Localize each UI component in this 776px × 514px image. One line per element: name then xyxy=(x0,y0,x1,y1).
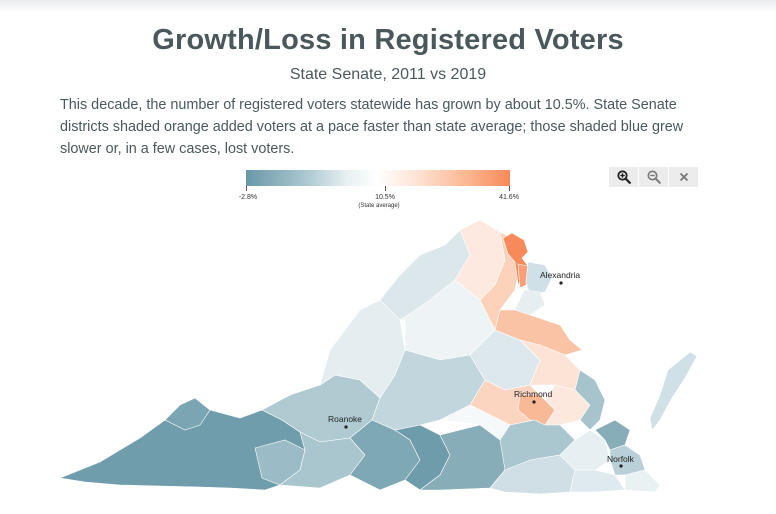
zoom-in-icon xyxy=(616,170,631,184)
city-dot-norfolk xyxy=(619,464,623,468)
map-subtitle: State Senate, 2011 vs 2019 xyxy=(289,66,487,83)
city-dot-roanoke xyxy=(344,425,348,429)
zoom-out-button[interactable] xyxy=(639,167,668,187)
color-legend: -2.8% 10.5% (State average) 41.6% xyxy=(239,170,519,214)
zoom-controls xyxy=(609,167,699,187)
district-shape[interactable] xyxy=(649,351,698,431)
virginia-senate-map: Alexandria Richmond Roanoke Norfolk xyxy=(58,219,698,495)
city-label-roanoke: Roanoke xyxy=(328,414,362,424)
city-dot-alexandria xyxy=(559,281,563,285)
legend-max-label: 41.6% xyxy=(499,194,519,201)
district-shape[interactable] xyxy=(164,397,211,431)
city-label-alexandria: Alexandria xyxy=(540,270,580,280)
legend-mid-sublabel: (State average) xyxy=(358,203,400,209)
legend-tick-min xyxy=(246,186,247,191)
district-shape[interactable] xyxy=(559,429,611,471)
legend-mid-label: 10.5% xyxy=(375,194,395,201)
district-shape[interactable] xyxy=(514,289,546,316)
reset-zoom-button[interactable] xyxy=(669,167,698,187)
legend-min-label: -2.8% xyxy=(238,194,258,201)
zoom-in-button[interactable] xyxy=(609,167,638,187)
district-shape[interactable] xyxy=(574,369,606,431)
district-shape[interactable] xyxy=(525,261,553,296)
city-label-richmond: Richmond xyxy=(514,389,553,399)
top-shadow xyxy=(0,0,776,12)
district-shape[interactable] xyxy=(279,431,366,489)
legend-gradient-bar xyxy=(246,170,510,186)
city-label-norfolk: Norfolk xyxy=(607,454,635,464)
city-dot-richmond xyxy=(532,400,536,404)
district-shape[interactable] xyxy=(494,309,583,356)
district-shape[interactable] xyxy=(624,469,661,493)
legend-tick-mid xyxy=(385,186,386,191)
legend-tick-max xyxy=(509,186,510,191)
close-icon xyxy=(679,172,689,182)
map-description: This decade, the number of registered vo… xyxy=(60,97,684,157)
map-title: Growth/Loss in Registered Voters xyxy=(152,24,624,56)
zoom-out-icon xyxy=(647,170,661,184)
